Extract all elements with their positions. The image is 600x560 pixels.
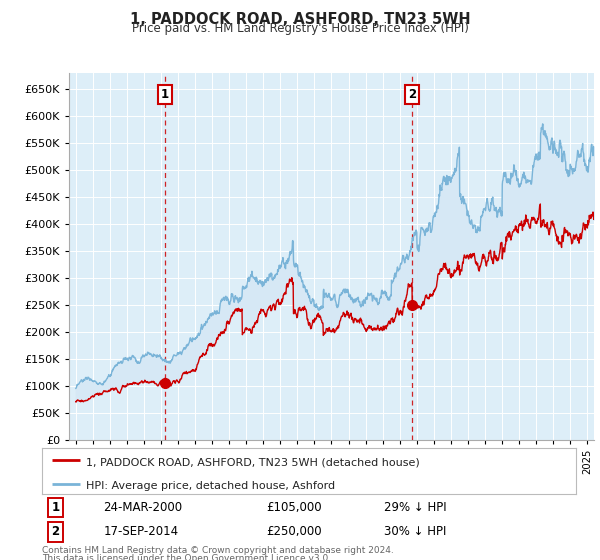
Text: 30% ↓ HPI: 30% ↓ HPI bbox=[384, 525, 446, 539]
Text: 1: 1 bbox=[161, 88, 169, 101]
Text: This data is licensed under the Open Government Licence v3.0.: This data is licensed under the Open Gov… bbox=[42, 554, 331, 560]
Text: 29% ↓ HPI: 29% ↓ HPI bbox=[384, 501, 446, 514]
Text: 24-MAR-2000: 24-MAR-2000 bbox=[103, 501, 182, 514]
Text: HPI: Average price, detached house, Ashford: HPI: Average price, detached house, Ashf… bbox=[86, 480, 335, 491]
Text: 1, PADDOCK ROAD, ASHFORD, TN23 5WH (detached house): 1, PADDOCK ROAD, ASHFORD, TN23 5WH (deta… bbox=[86, 458, 419, 468]
Text: 17-SEP-2014: 17-SEP-2014 bbox=[103, 525, 179, 539]
Text: 2: 2 bbox=[408, 88, 416, 101]
Text: 2: 2 bbox=[51, 525, 59, 539]
Text: Contains HM Land Registry data © Crown copyright and database right 2024.: Contains HM Land Registry data © Crown c… bbox=[42, 546, 394, 555]
Text: £250,000: £250,000 bbox=[266, 525, 322, 539]
Text: £105,000: £105,000 bbox=[266, 501, 322, 514]
Text: 1: 1 bbox=[51, 501, 59, 514]
Text: 1, PADDOCK ROAD, ASHFORD, TN23 5WH: 1, PADDOCK ROAD, ASHFORD, TN23 5WH bbox=[130, 12, 470, 27]
Text: Price paid vs. HM Land Registry's House Price Index (HPI): Price paid vs. HM Land Registry's House … bbox=[131, 22, 469, 35]
